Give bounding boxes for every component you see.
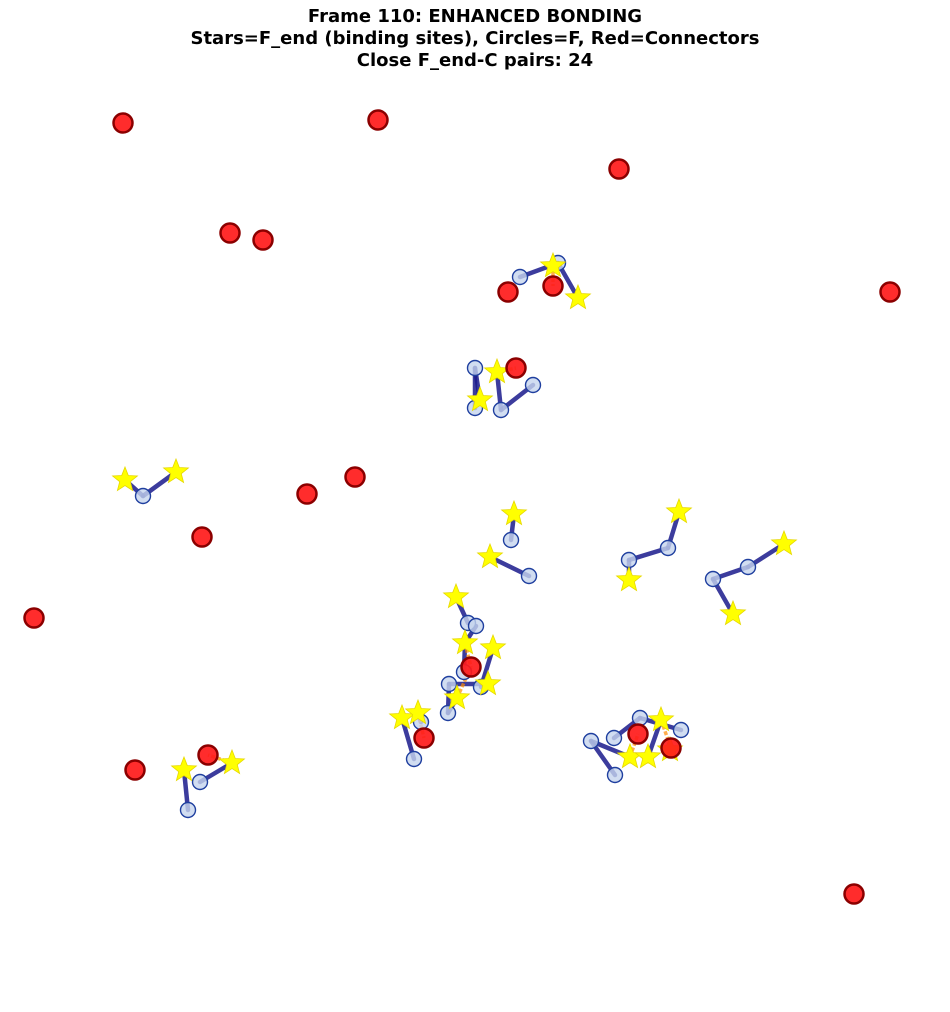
f-circle bbox=[405, 750, 423, 768]
f-circle bbox=[440, 675, 458, 693]
f-circle bbox=[524, 376, 542, 394]
f-end-star bbox=[647, 705, 675, 732]
close-pair-layer bbox=[207, 266, 673, 765]
f-circle bbox=[739, 558, 757, 576]
connector-circle bbox=[505, 357, 527, 379]
connector-circle bbox=[296, 483, 318, 505]
f-circle bbox=[502, 531, 520, 549]
f-circle bbox=[439, 704, 457, 722]
connector-circle bbox=[191, 526, 213, 548]
connector-circle bbox=[542, 275, 564, 297]
f-end-star bbox=[443, 683, 471, 710]
connector-circle bbox=[413, 727, 435, 749]
f-circle-layer bbox=[134, 254, 757, 819]
f-circle bbox=[631, 709, 649, 727]
connector-circle bbox=[627, 723, 649, 745]
f-end-star bbox=[770, 529, 798, 556]
f-end-star bbox=[539, 251, 567, 278]
f-circle bbox=[659, 539, 677, 557]
f-end-star bbox=[466, 385, 494, 412]
connector-circle bbox=[497, 281, 519, 303]
f-end-star bbox=[404, 698, 432, 725]
connector-circle bbox=[124, 759, 146, 781]
f-circle bbox=[620, 551, 638, 569]
connector-circle bbox=[252, 229, 274, 251]
connector-circle bbox=[197, 744, 219, 766]
f-end-star bbox=[665, 497, 693, 524]
f-circle bbox=[179, 801, 197, 819]
f-end-star bbox=[442, 582, 470, 609]
f-end-star bbox=[615, 565, 643, 592]
f-circle bbox=[605, 729, 623, 747]
f-circle bbox=[606, 766, 624, 784]
f-circle bbox=[582, 732, 600, 750]
connector-circle bbox=[660, 737, 682, 759]
connector-circle bbox=[219, 222, 241, 244]
f-circle bbox=[134, 487, 152, 505]
connector-circle bbox=[460, 656, 482, 678]
f-end-star bbox=[111, 465, 139, 492]
connector-circle bbox=[112, 112, 134, 134]
f-end-star bbox=[451, 628, 479, 655]
connector-circle bbox=[344, 466, 366, 488]
f-circle bbox=[672, 721, 690, 739]
f-end-star bbox=[479, 633, 507, 660]
f-circle bbox=[191, 773, 209, 791]
f-end-star bbox=[474, 669, 502, 696]
chart-subtitle-legend: Stars=F_end (binding sites), Circles=F, … bbox=[190, 28, 760, 49]
f-circle bbox=[704, 570, 722, 588]
connector-circle bbox=[879, 281, 901, 303]
f-end-star bbox=[162, 457, 190, 484]
connector-layer bbox=[23, 109, 901, 905]
f-end-star bbox=[500, 499, 528, 526]
chart-title: Frame 110: ENHANCED BONDING bbox=[307, 6, 643, 27]
f-end-star bbox=[564, 283, 592, 310]
f-end-star bbox=[634, 742, 662, 769]
f-circle bbox=[467, 617, 485, 635]
f-circle bbox=[466, 359, 484, 377]
f-circle bbox=[511, 268, 529, 286]
f-end-star bbox=[170, 755, 198, 782]
f-circle bbox=[520, 567, 538, 585]
f-end-star bbox=[719, 599, 747, 626]
f-end-star bbox=[476, 542, 504, 569]
connector-circle bbox=[23, 607, 45, 629]
f-end-star bbox=[218, 748, 246, 775]
chart-title-block: Frame 110: ENHANCED BONDING Stars=F_end … bbox=[0, 6, 950, 72]
connector-circle bbox=[843, 883, 865, 905]
f-circle bbox=[492, 401, 510, 419]
connector-circle bbox=[367, 109, 389, 131]
connector-circle bbox=[608, 158, 630, 180]
f-end-star-layer bbox=[111, 251, 798, 782]
chart-subtitle-count: Close F_end-C pairs: 24 bbox=[356, 50, 594, 71]
